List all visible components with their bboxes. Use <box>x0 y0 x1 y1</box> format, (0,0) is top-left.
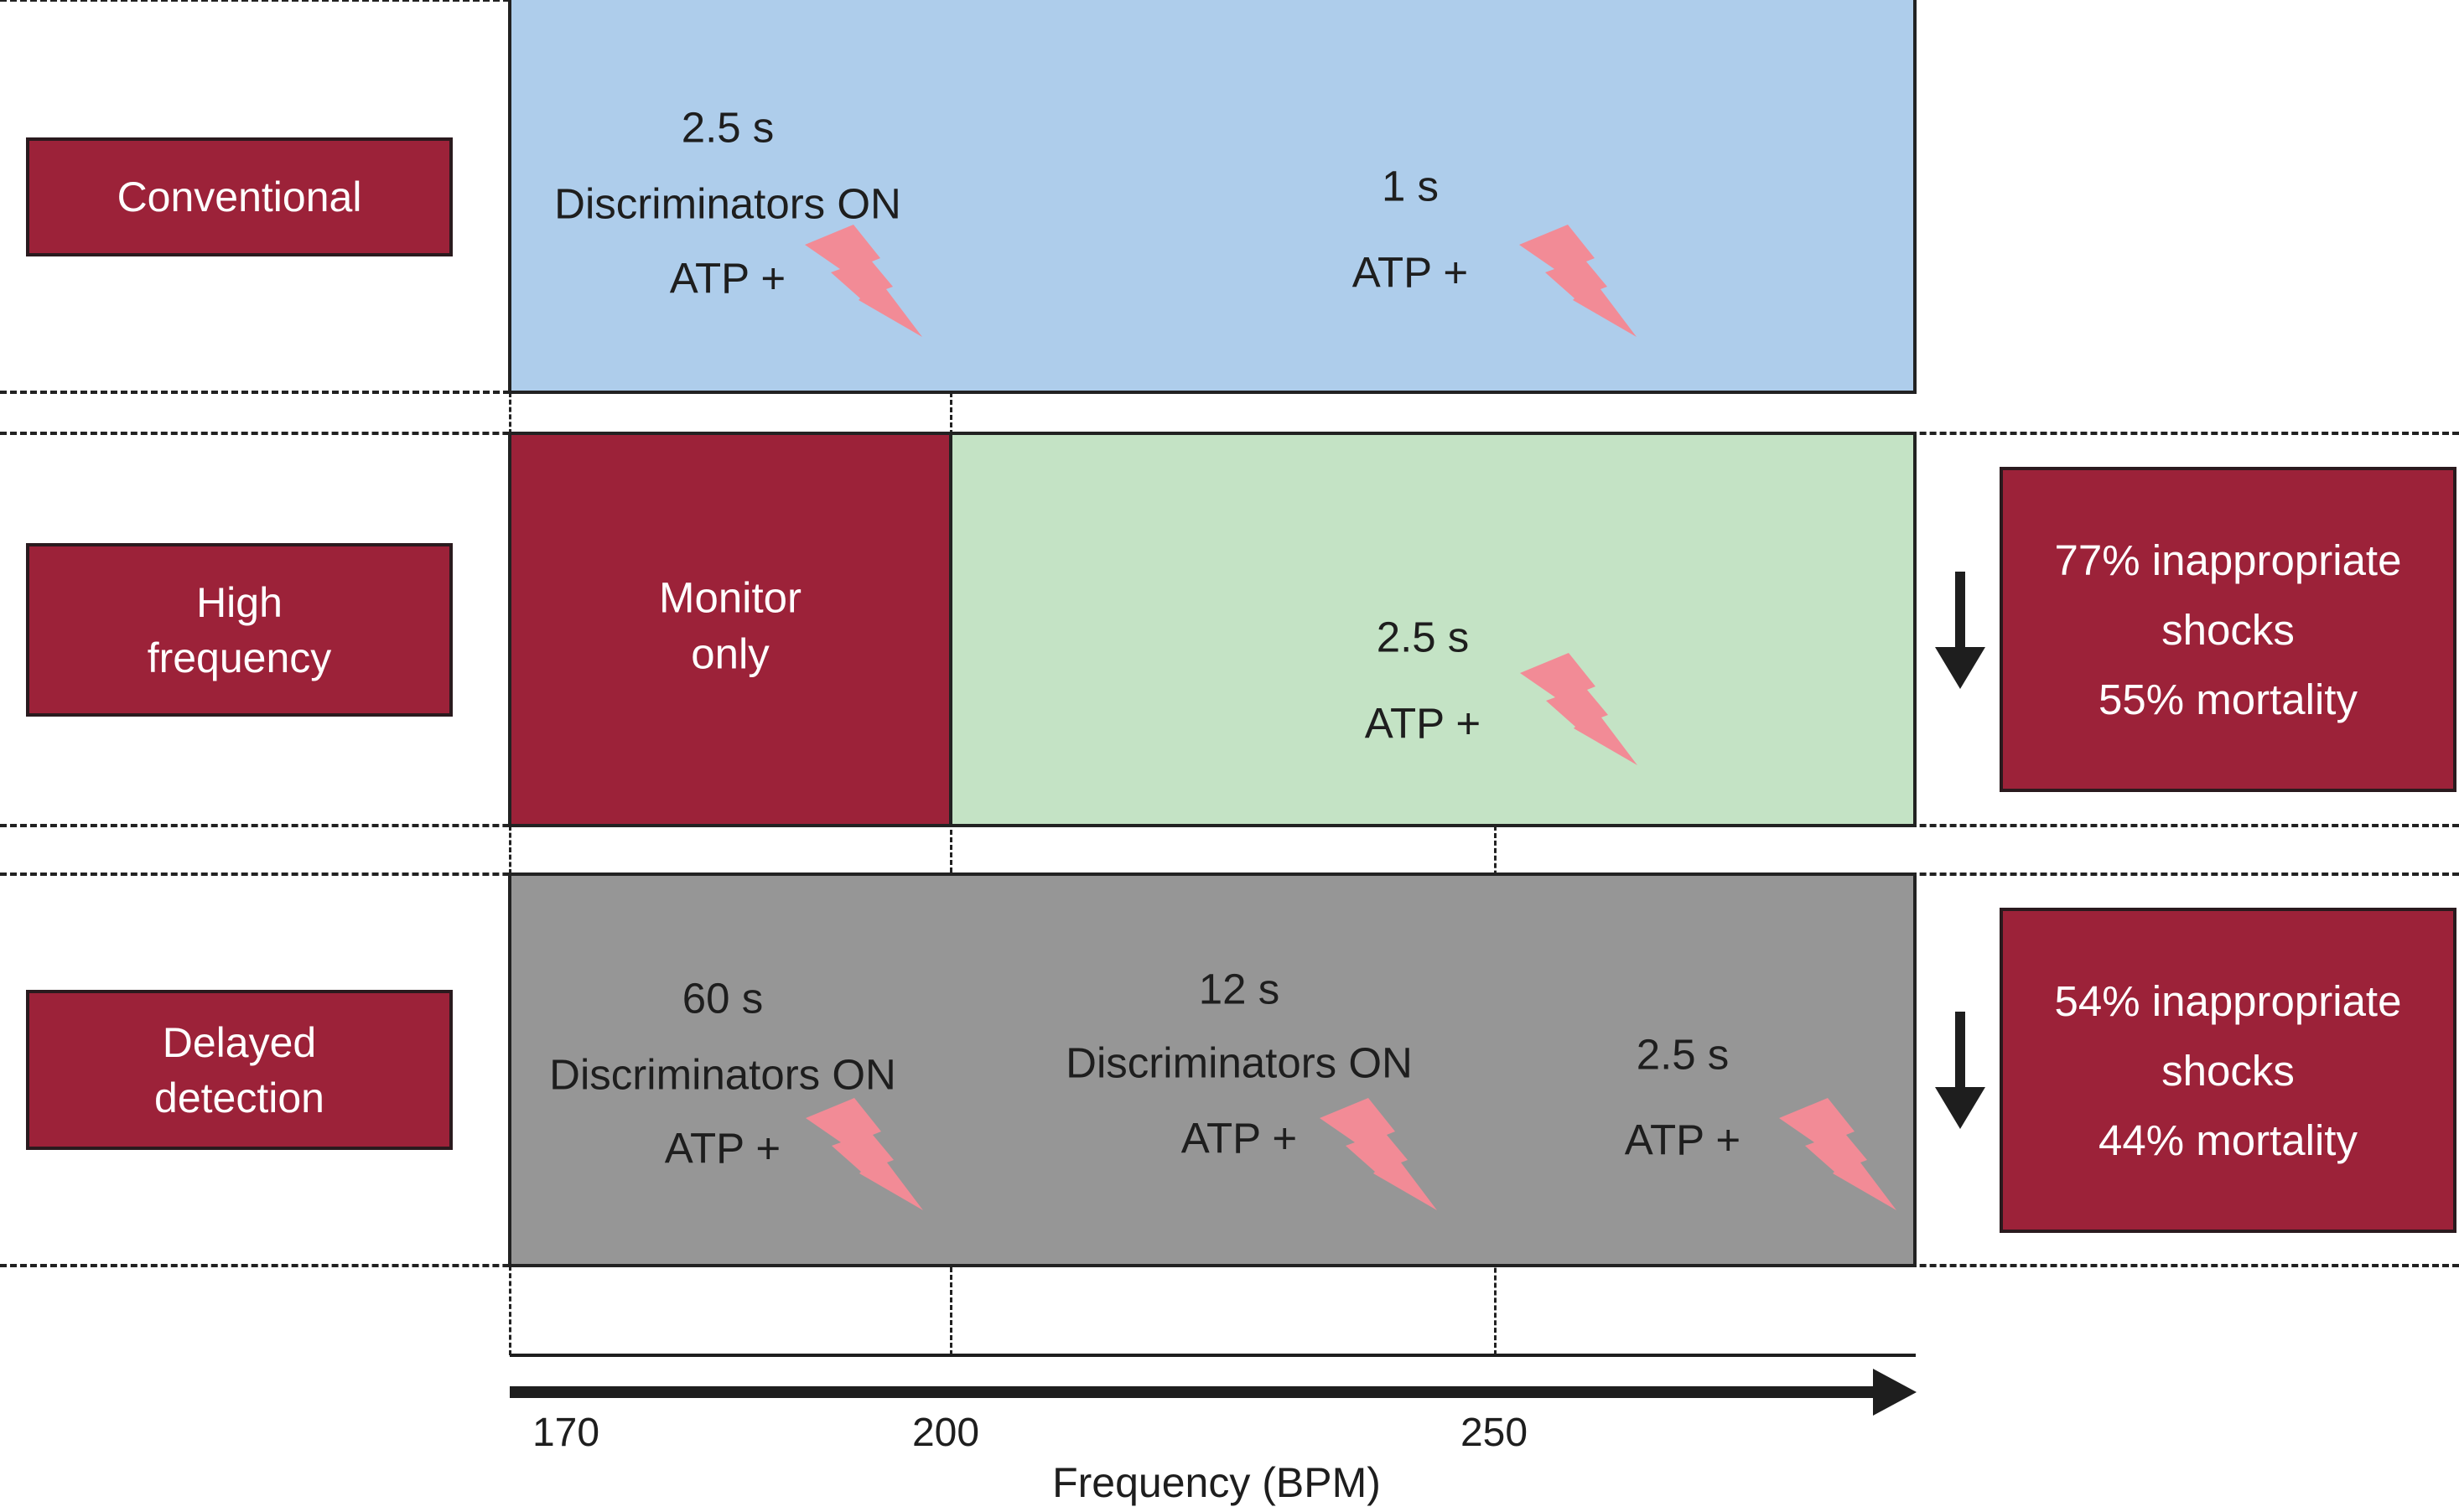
axis-tick-170: 170 <box>532 1411 600 1455</box>
shock-bolt-icon <box>806 1098 923 1210</box>
zone-discriminators: Discriminators ON <box>554 179 901 228</box>
outcome-box-high-frequency: 77% inappropriate shocks 55% mortality <box>2000 467 2456 792</box>
shock-bolt-icon <box>1320 1098 1437 1210</box>
zone-monitor-text: only <box>691 629 770 678</box>
threshold-line-170 <box>509 392 511 434</box>
row-divider-top <box>0 0 510 2</box>
zone-detect-time: 2.5 s <box>681 103 775 152</box>
axis-tick-250: 250 <box>1460 1411 1528 1455</box>
shock-bolt-icon <box>805 225 922 337</box>
zone-discriminators: Discriminators ON <box>1066 1038 1413 1087</box>
row-label-text: detection <box>154 1074 324 1121</box>
row-label-text: High <box>196 578 283 626</box>
outcome-text: 54% inappropriate <box>2054 976 2402 1025</box>
zone-monitor-text: Monitor <box>658 573 802 622</box>
shock-bolt-icon <box>1519 225 1637 337</box>
outcome-text: shocks <box>2161 605 2295 654</box>
threshold-line-170 <box>509 826 511 874</box>
zone-detect-time: 1 s <box>1381 162 1440 210</box>
zone-therapy: ATP + <box>664 1124 781 1173</box>
monitor-only-zone <box>508 432 952 827</box>
axis-baseline <box>510 1354 1916 1357</box>
zone-therapy: ATP + <box>1364 699 1481 748</box>
outcome-text: 77% inappropriate <box>2054 536 2402 584</box>
zone-therapy: ATP + <box>669 254 786 303</box>
row-label-delayed-detection: Delayed detection <box>26 990 453 1150</box>
outcome-text: 44% mortality <box>2098 1116 2358 1164</box>
row-label-high-frequency: High frequency <box>26 543 453 717</box>
row-label-text: Conventional <box>117 173 362 220</box>
high-frequency-zone <box>949 432 1917 827</box>
row-label-text: Delayed <box>162 1018 317 1066</box>
zone-detect-time: 2.5 s <box>1376 613 1470 661</box>
row-label-text: frequency <box>147 634 332 681</box>
zone-therapy: ATP + <box>1351 248 1469 297</box>
threshold-line-170 <box>509 1266 511 1355</box>
axis-label: Frequency (BPM) <box>1052 1459 1381 1506</box>
outcome-text: 55% mortality <box>2098 675 2358 723</box>
axis-tick-200: 200 <box>911 1411 980 1455</box>
conventional-zone <box>508 0 1917 394</box>
outcome-box-delayed-detection: 54% inappropriate shocks 44% mortality <box>2000 908 2456 1233</box>
zone-detect-time: 2.5 s <box>1636 1030 1730 1079</box>
zone-therapy: ATP + <box>1624 1116 1741 1164</box>
zone-discriminators: Discriminators ON <box>549 1050 896 1099</box>
shock-bolt-icon <box>1779 1098 1896 1210</box>
zone-therapy: ATP + <box>1180 1114 1298 1162</box>
row-divider <box>0 391 510 394</box>
frequency-arrow-icon <box>510 1369 1917 1416</box>
shock-bolt-icon <box>1520 653 1637 765</box>
zone-detect-time: 60 s <box>682 974 764 1023</box>
outcome-text: shocks <box>2161 1046 2295 1095</box>
down-arrow-icon <box>1935 1012 1985 1129</box>
down-arrow-icon <box>1935 572 1985 689</box>
delayed-detection-zone <box>508 873 1917 1267</box>
zone-detect-time: 12 s <box>1198 965 1280 1013</box>
row-label-conventional: Conventional <box>26 137 453 256</box>
